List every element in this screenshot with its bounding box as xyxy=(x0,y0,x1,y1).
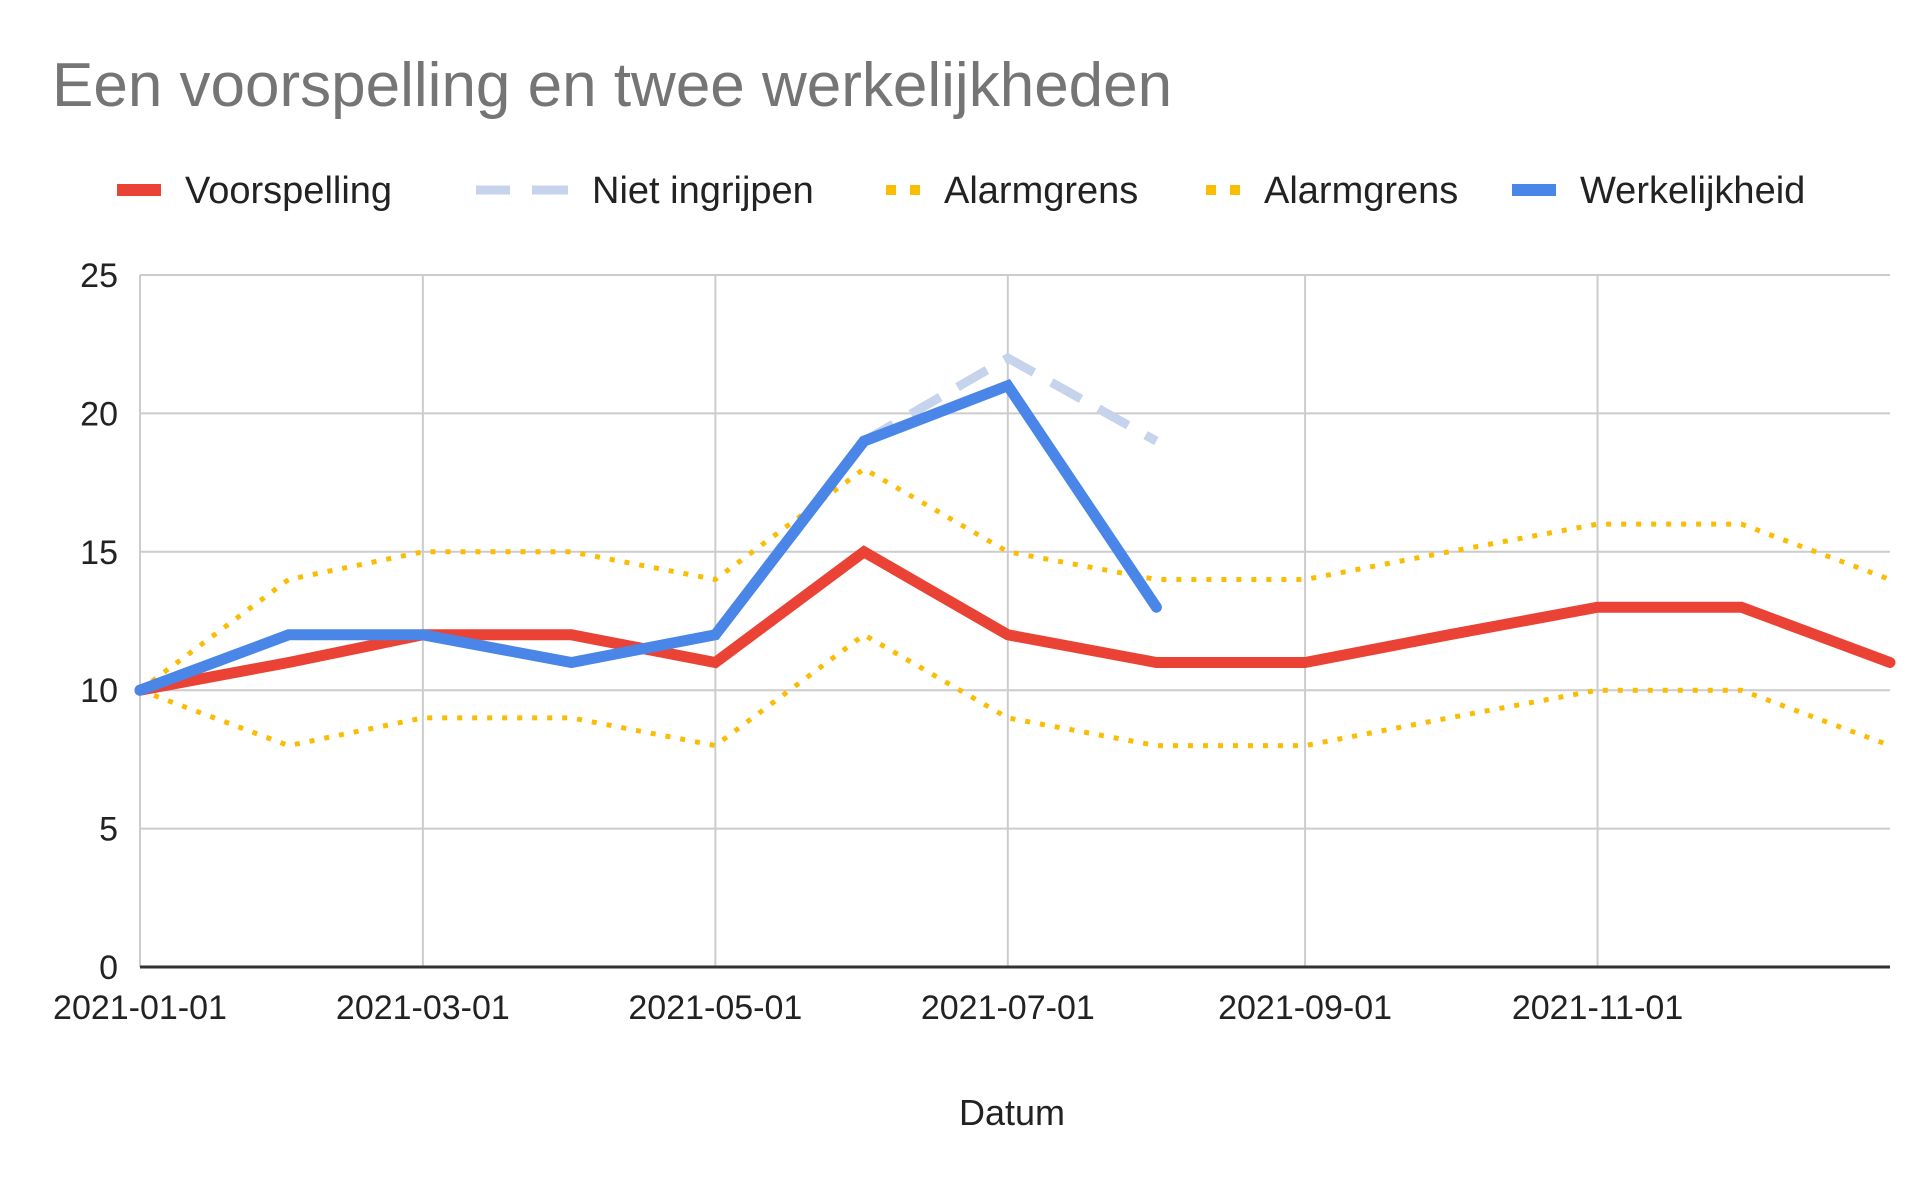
chart-title: Een voorspelling en twee werkelijkheden xyxy=(52,51,1173,120)
legend-label: Alarmgrens xyxy=(1264,170,1458,212)
series-line xyxy=(134,378,1162,696)
legend-swatch xyxy=(1206,185,1216,195)
legend-label: Alarmgrens xyxy=(944,170,1138,212)
y-tick-label: 15 xyxy=(80,534,118,572)
x-tick-label: 2021-11-01 xyxy=(1512,989,1683,1027)
legend: Voorspelling Niet ingrijpen Alarmgrens Alar… xyxy=(117,170,1805,212)
series-group xyxy=(134,352,1896,749)
y-tick-label: 0 xyxy=(99,949,118,987)
legend-swatch xyxy=(117,184,161,196)
legend-swatch xyxy=(886,185,896,195)
legend-swatch xyxy=(1512,184,1556,196)
legend-swatch xyxy=(910,185,920,195)
y-tick-label: 25 xyxy=(80,257,118,295)
x-axis-title: Datum xyxy=(959,1092,1065,1133)
x-tick-label: 2021-07-01 xyxy=(921,989,1095,1027)
x-tick-label: 2021-09-01 xyxy=(1218,989,1392,1027)
axes: 0 5 10 15 20 25 2021-01-01 2021-03-01 2021-05-01… xyxy=(53,257,1890,1027)
y-tick-label: 20 xyxy=(80,395,118,433)
legend-label: Voorspelling xyxy=(185,170,392,212)
series-line xyxy=(138,465,1891,693)
legend-label: Werkelijkheid xyxy=(1580,170,1805,212)
legend-label: Niet ingrijpen xyxy=(592,170,814,212)
legend-swatch xyxy=(1230,185,1240,195)
y-tick-label: 10 xyxy=(80,672,118,710)
series-line xyxy=(861,352,1159,446)
x-tick-label: 2021-03-01 xyxy=(336,989,510,1027)
y-tick-label: 5 xyxy=(99,811,118,849)
x-tick-label: 2021-05-01 xyxy=(628,989,802,1027)
series-line xyxy=(134,545,1896,696)
grid xyxy=(139,274,1890,967)
x-tick-label: 2021-01-01 xyxy=(53,989,227,1027)
